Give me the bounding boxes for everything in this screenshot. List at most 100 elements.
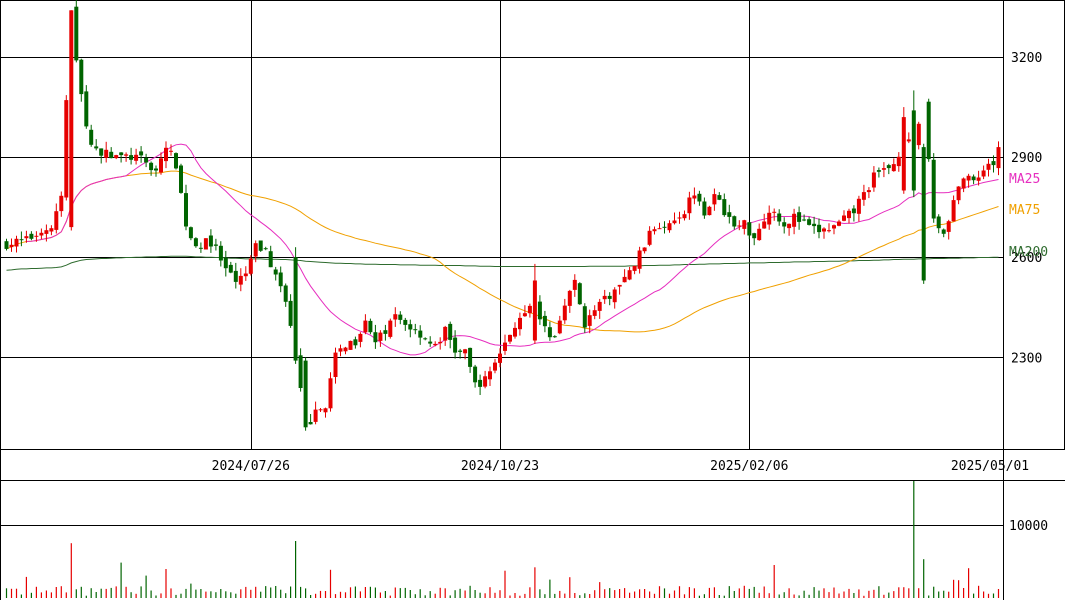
candle-body [124, 154, 129, 156]
candle-body [657, 228, 662, 230]
candle-body [727, 212, 732, 217]
candle-body [946, 221, 951, 232]
candle-body [851, 208, 856, 214]
candle-body [303, 360, 308, 428]
candle-body [24, 236, 29, 239]
candle-body [537, 301, 542, 320]
candle-body [313, 409, 318, 422]
legend-ma200: MA200 [1009, 245, 1048, 260]
candle-body [378, 332, 383, 341]
candle-body [119, 152, 124, 156]
candle-body [363, 320, 368, 333]
price-panel-frame [0, 0, 1065, 450]
candle-body [832, 225, 836, 229]
candle-body [757, 228, 762, 241]
candle-body [468, 347, 473, 367]
candle-body [702, 201, 707, 216]
candle-body [174, 153, 178, 169]
price-tick-label: 2300 [1011, 351, 1042, 366]
candle-body [333, 352, 338, 377]
candle-body [99, 148, 104, 156]
candle-body [866, 190, 871, 193]
candle-body [263, 248, 268, 250]
candle-body [672, 220, 677, 224]
candle-body [861, 192, 866, 200]
candle-body [423, 338, 428, 340]
candle-body [218, 245, 223, 261]
candle-body [278, 272, 283, 287]
candle-body [453, 337, 458, 353]
candle-body [632, 265, 637, 271]
candle-body [79, 59, 84, 95]
candle-body [782, 222, 787, 227]
candle-body [986, 163, 991, 170]
candle-body [612, 289, 617, 303]
candle-body [253, 243, 258, 257]
candle-body [737, 225, 742, 227]
candle-body [697, 193, 702, 202]
candle-body [567, 290, 572, 306]
candle-body [742, 220, 747, 229]
candle-body [483, 376, 488, 387]
candle-body [876, 170, 881, 172]
candle-body [64, 100, 69, 198]
candle-body [527, 305, 532, 314]
candle-body [164, 147, 168, 162]
candle-body [936, 216, 941, 229]
candle-body [198, 247, 203, 249]
candle-body [797, 212, 802, 222]
candle-body [223, 257, 228, 269]
candle-body [518, 317, 522, 330]
candle-body [298, 355, 303, 388]
candle-body [34, 235, 39, 237]
candle-body [856, 198, 861, 214]
candle-body [493, 362, 497, 371]
candle-body [144, 157, 149, 163]
candle-body [762, 221, 767, 229]
candle-body [368, 320, 373, 333]
candle-body [592, 310, 597, 316]
candle-body [428, 341, 433, 344]
candle-body [323, 408, 328, 413]
candle-body [597, 301, 602, 311]
candle-body [159, 158, 163, 173]
candle-body [817, 224, 822, 233]
candle-body [951, 200, 956, 222]
candle-body [318, 409, 323, 411]
ma75-line [6, 170, 999, 333]
candle-body [188, 227, 193, 239]
price-tick-label: 2600 [1011, 251, 1042, 266]
candle-body [916, 123, 921, 146]
candle-body [238, 275, 243, 285]
candle-body [692, 195, 697, 199]
candle-body [717, 195, 722, 200]
candle-body [353, 339, 358, 346]
candle-body [488, 371, 492, 380]
candle-body [213, 244, 218, 246]
candle-body [473, 366, 478, 383]
candle-body [552, 336, 557, 338]
candles [4, 0, 1001, 431]
candle-body [208, 235, 213, 247]
candle-body [767, 212, 772, 225]
candle-body [308, 422, 313, 425]
candle-body [901, 117, 906, 191]
candle-body [503, 342, 507, 351]
candle-body [373, 332, 378, 343]
candle-body [587, 315, 592, 326]
candle-body [393, 314, 398, 320]
candle-body [896, 156, 901, 167]
candle-body [104, 149, 109, 158]
candle-body [787, 223, 792, 229]
candle-body [677, 217, 682, 219]
candle-body [607, 295, 612, 299]
candle-body [169, 150, 173, 152]
candle-body [976, 177, 981, 181]
candle-body [478, 379, 483, 387]
candle-body [233, 270, 238, 282]
candle-body [812, 223, 817, 227]
candle-body [383, 330, 388, 334]
candle-body [981, 170, 986, 177]
